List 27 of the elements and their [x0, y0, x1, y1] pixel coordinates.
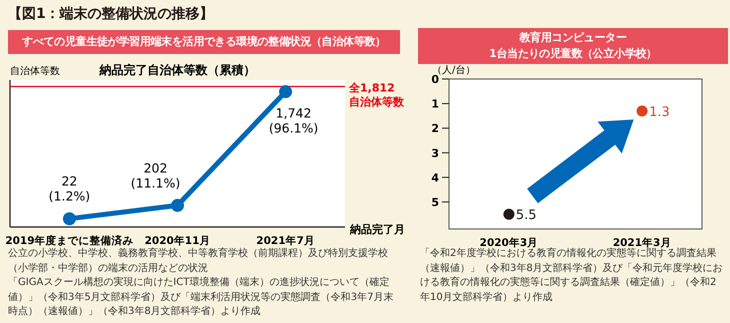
- data-label: 1,742 (96.1%): [268, 106, 318, 136]
- text: 「GIGAスクール構想の実現に向けたICT環境整備（端末）の進捗状況について（確定値）」（令和3年5月文部科学省）及び「端末利活用状況等の実態調査（令和3年7月末時点）（速報値）」（令和3年8月文部科学省）より作成: [8, 276, 394, 319]
- y-tick-label: 3: [431, 146, 439, 160]
- data-label: 1.3: [649, 104, 670, 120]
- x-tick-label: 2020年3月: [480, 236, 538, 249]
- y-tick-label: 1: [431, 98, 439, 111]
- y-axis-title: 自治体等数: [10, 65, 60, 77]
- text: 【図1：端末の整備状況の推移】: [8, 5, 214, 23]
- chart-title: 教育用コンピューター 1台当たりの児童数（公立小学校）: [418, 28, 728, 64]
- chart-title: すべての児童生徒が学習用端末を活用できる環境の整備状況（自治体等数）: [8, 30, 400, 54]
- data-label: 5.5: [516, 208, 537, 224]
- y-tick-label: 2: [431, 122, 439, 136]
- x-tick-label: 2020年11月: [144, 234, 210, 247]
- x-tick-label: 2021年7月: [256, 234, 315, 247]
- chart-subtitle: 納品完了自治体等数（累積）: [98, 63, 256, 77]
- x-tick-label: 2019年度までに整備済み: [5, 234, 134, 247]
- ref-line-label: 全1,812 自治体等数: [348, 82, 405, 108]
- text: 「令和2年度学校における教育の情報化の実態等に関する調査結果（速報値）」（令和3年8月文部科学省）及び「令和元年度学校における教育の情報化の実態等に関する調査結果（確定値）」（令和2年10月文部科学省）より作成: [420, 248, 724, 304]
- x-axis-title: 納品完了月: [349, 223, 405, 236]
- text: 公立の小学校、中学校、義務教育学校、中等教育学校（前期課程）及び特別支援学校（小学部・中学部）の端末の活用などの状況: [8, 247, 389, 276]
- data-label: 22 (1.2%): [48, 174, 90, 204]
- y-tick-label: 0: [431, 73, 440, 86]
- y-tick-label: 5: [431, 196, 439, 209]
- x-tick-label: 2021年3月: [612, 236, 672, 249]
- data-label: 202 (11.1%): [130, 160, 180, 190]
- y-tick-label: 4: [431, 171, 440, 184]
- y-axis-title: （人/台）: [432, 64, 476, 76]
